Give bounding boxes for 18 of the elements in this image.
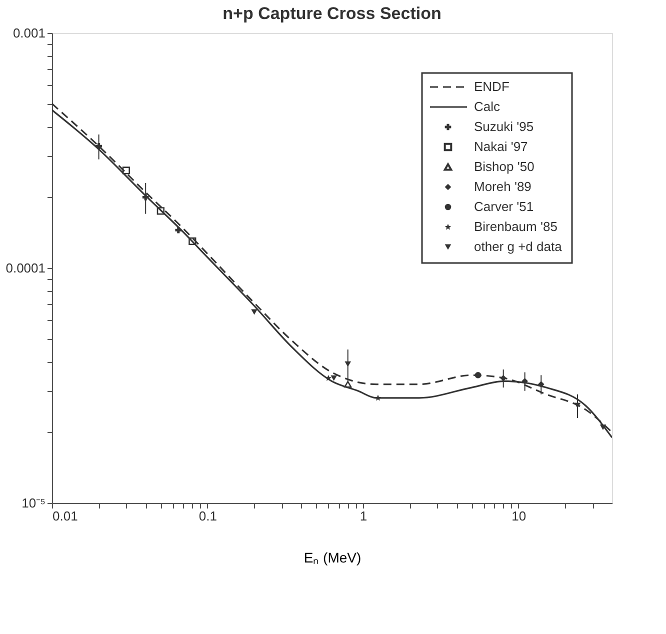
legend-label: Suzuki '95 — [474, 119, 534, 134]
y-tick-label: 0.001 — [12, 26, 46, 40]
y-tick-label: 10⁻⁵ — [22, 496, 46, 510]
legend-label: Bishop '50 — [474, 159, 534, 174]
legend-label: other g +d data — [474, 239, 563, 254]
x-tick-label: 0.1 — [198, 508, 218, 524]
x-tick-label: 0.01 — [52, 508, 78, 524]
legend-label: ENDF — [474, 79, 510, 94]
legend-label: Nakai '97 — [474, 139, 528, 154]
y-tick-label: 0.0001 — [6, 260, 46, 276]
x-tick-label: 10 — [512, 508, 526, 524]
x-tick-label: 1 — [360, 508, 368, 524]
chart-title: n+p Capture Cross Section — [222, 4, 442, 23]
x-axis-title: Eₙ (MeV) — [304, 550, 362, 566]
legend-label: Calc — [474, 99, 501, 114]
legend-label: Moreh '89 — [474, 179, 532, 194]
legend-label: Birenbaum '85 — [474, 219, 558, 234]
legend-label: Carver '51 — [474, 199, 534, 214]
